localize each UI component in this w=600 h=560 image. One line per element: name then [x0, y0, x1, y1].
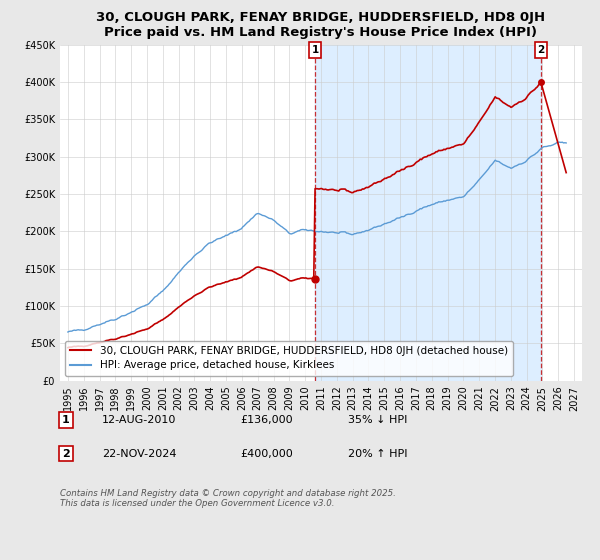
Text: 1: 1	[311, 45, 319, 55]
Text: 2: 2	[537, 45, 544, 55]
Text: Contains HM Land Registry data © Crown copyright and database right 2025.
This d: Contains HM Land Registry data © Crown c…	[60, 489, 396, 508]
Text: 35% ↓ HPI: 35% ↓ HPI	[348, 415, 407, 425]
Title: 30, CLOUGH PARK, FENAY BRIDGE, HUDDERSFIELD, HD8 0JH
Price paid vs. HM Land Regi: 30, CLOUGH PARK, FENAY BRIDGE, HUDDERSFI…	[97, 11, 545, 39]
Legend: 30, CLOUGH PARK, FENAY BRIDGE, HUDDERSFIELD, HD8 0JH (detached house), HPI: Aver: 30, CLOUGH PARK, FENAY BRIDGE, HUDDERSFI…	[65, 341, 513, 376]
Text: 1: 1	[62, 415, 70, 425]
Text: 2: 2	[62, 449, 70, 459]
Text: 20% ↑ HPI: 20% ↑ HPI	[348, 449, 407, 459]
Text: 22-NOV-2024: 22-NOV-2024	[102, 449, 176, 459]
Text: £400,000: £400,000	[240, 449, 293, 459]
Text: 12-AUG-2010: 12-AUG-2010	[102, 415, 176, 425]
Bar	[315, 45, 541, 381]
Text: £136,000: £136,000	[240, 415, 293, 425]
